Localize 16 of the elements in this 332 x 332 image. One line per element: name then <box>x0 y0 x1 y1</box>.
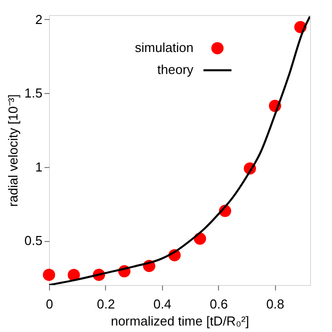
y-tick-label: 1 <box>35 159 42 174</box>
x-tick-label: 0 <box>46 296 54 312</box>
point <box>68 268 80 282</box>
x-tick-label: 0.4 <box>153 296 172 312</box>
x-tick-label: 0.2 <box>96 296 115 312</box>
x-axis-title: normalized time [tD/R₀²] <box>110 314 250 328</box>
point <box>42 268 56 281</box>
x-tick-label: 0.8 <box>266 296 284 312</box>
y-tick-label: 0.5 <box>24 233 42 248</box>
x-tick-label: 0.6 <box>210 296 228 312</box>
legend-label: theory <box>157 62 194 78</box>
y-tick-label: 2 <box>35 12 42 27</box>
y-tick-label: 1.5 <box>24 86 42 101</box>
legend-label: simulation <box>134 40 194 56</box>
y-axis-title: radial velocity [10⁻³] <box>5 94 20 207</box>
line-series <box>49 15 310 285</box>
